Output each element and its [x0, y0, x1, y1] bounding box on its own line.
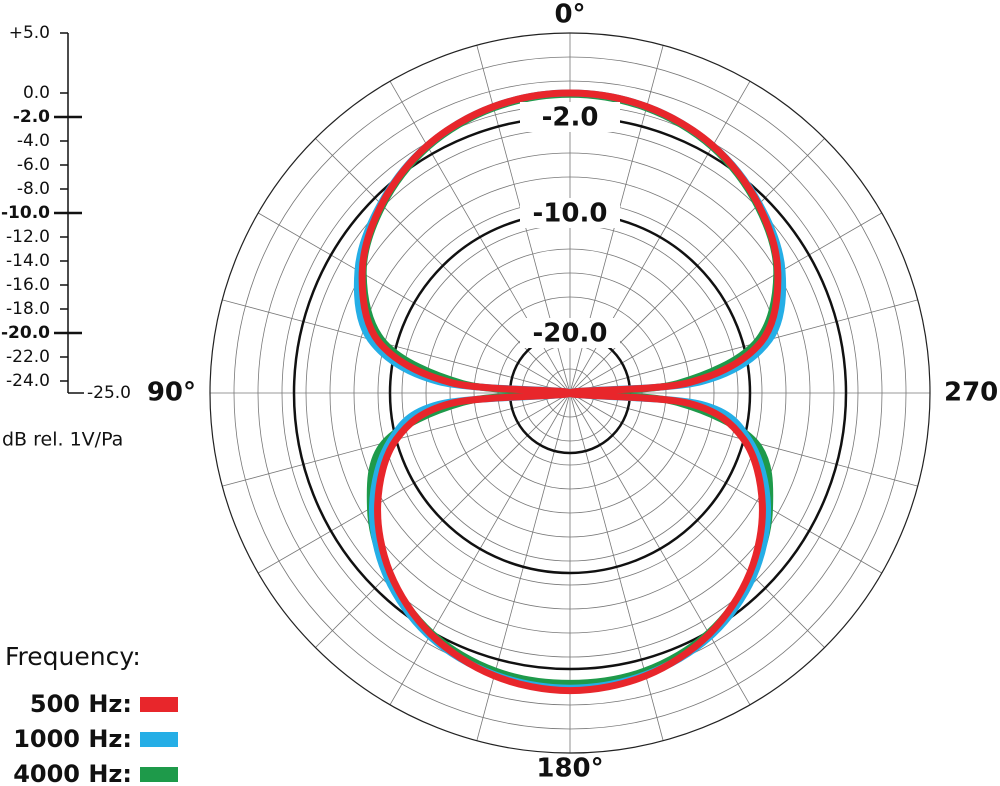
- legend-title: Frequency:: [5, 642, 141, 671]
- theta-tick-label: 0°: [554, 0, 585, 30]
- theta-tick-label: 90°: [147, 378, 196, 408]
- legend-swatch: [140, 697, 178, 712]
- ring-label-bg: [520, 102, 620, 132]
- scale-tick-label: -16.0: [6, 275, 50, 295]
- scale-tick-label: -18.0: [6, 299, 50, 319]
- scale-tick-label: -2.0: [13, 107, 50, 127]
- scale-tick-label: 0.0: [23, 83, 50, 103]
- legend-swatch: [140, 732, 178, 747]
- theta-tick-label: 270°: [944, 378, 1000, 408]
- scale-tick-label: +5.0: [9, 23, 50, 43]
- ring-label: -20.0: [533, 319, 608, 349]
- scale-tick-label: -24.0: [6, 371, 50, 391]
- curves: [353, 89, 787, 695]
- ring-label-bg: [520, 198, 620, 228]
- ring-label: -2.0: [542, 103, 599, 133]
- scale-tick-label: -22.0: [6, 347, 50, 367]
- legend-label: 4000 Hz:: [13, 760, 132, 786]
- scale-tick-label: -8.0: [17, 179, 50, 199]
- scale-tick-label: -25.0: [87, 383, 131, 403]
- series-curve: [359, 90, 781, 687]
- legend-label: 500 Hz:: [30, 690, 132, 718]
- outer-ring: [209, 32, 931, 754]
- scale-tick-label: -12.0: [6, 227, 50, 247]
- scale-tick-label: -4.0: [17, 131, 50, 151]
- legend-label: 1000 Hz:: [13, 725, 132, 753]
- ring-label: -10.0: [533, 199, 608, 229]
- legend-swatch: [140, 767, 178, 782]
- series-curve: [358, 89, 782, 695]
- ring-label-bg: [520, 318, 620, 348]
- scale-tick-label: -14.0: [6, 251, 50, 271]
- axis-label: dB rel. 1V/Pa: [2, 429, 123, 451]
- scale-tick-label: -10.0: [1, 203, 50, 223]
- scale-tick-label: -20.0: [1, 323, 50, 343]
- theta-tick-label: 180°: [536, 754, 603, 784]
- scale-tick-label: -6.0: [17, 155, 50, 175]
